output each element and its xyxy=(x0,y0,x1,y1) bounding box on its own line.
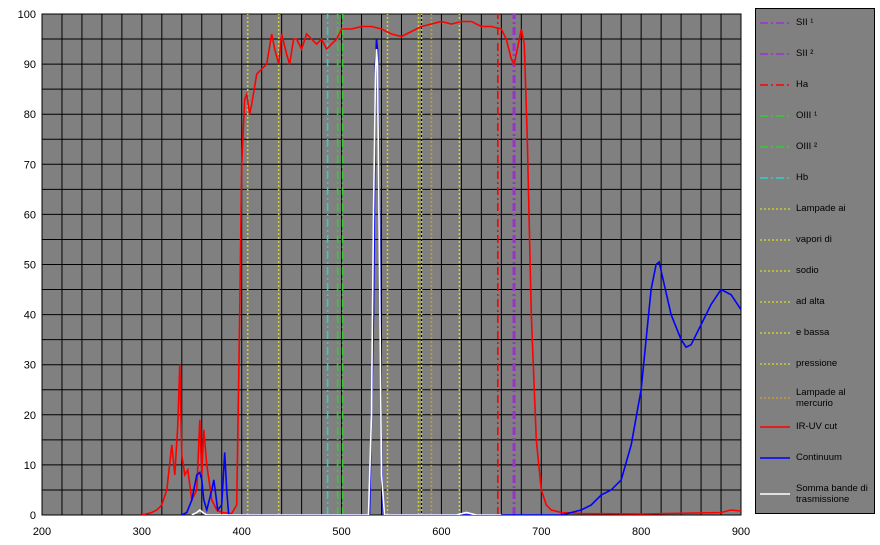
legend-item: vapori di xyxy=(760,234,874,245)
legend-swatch xyxy=(760,397,790,399)
y-tick-label: 100 xyxy=(18,9,36,21)
y-tick-label: 40 xyxy=(24,310,36,322)
legend-label: OIII ¹ xyxy=(796,110,818,121)
legend-label: ad alta xyxy=(796,296,825,307)
y-tick-label: 70 xyxy=(24,159,36,171)
series-line xyxy=(141,20,741,515)
x-tick-label: 400 xyxy=(233,526,251,538)
legend-swatch xyxy=(760,176,790,179)
legend-label: Ha xyxy=(796,79,809,90)
legend-item: OIII ² xyxy=(760,141,874,152)
x-tick-label: 500 xyxy=(332,526,350,538)
legend: SII ¹ SII ² Ha OIII ¹ OIII ² Hb Lampade ai vapo… xyxy=(755,8,875,514)
legend-item: ad alta xyxy=(760,296,874,307)
legend-swatch xyxy=(760,300,790,303)
x-tick-label: 900 xyxy=(732,526,750,538)
legend-item: SII ¹ xyxy=(760,17,874,28)
legend-item: e bassa xyxy=(760,327,874,338)
legend-item: Continuum xyxy=(760,452,874,463)
legend-label: Continuum xyxy=(796,452,842,463)
legend-swatch xyxy=(760,238,790,241)
x-tick-label: 700 xyxy=(532,526,550,538)
legend-swatch xyxy=(760,362,790,365)
legend-swatch xyxy=(760,331,790,334)
legend-swatch xyxy=(760,145,790,148)
legend-label: vapori di xyxy=(796,234,832,245)
y-tick-label: 50 xyxy=(24,260,36,272)
legend-label: sodio xyxy=(796,265,819,276)
legend-item: Ha xyxy=(760,79,874,90)
y-tick-label: 60 xyxy=(24,209,36,221)
legend-swatch xyxy=(760,207,790,210)
legend-label: e bassa xyxy=(796,327,830,338)
legend-swatch xyxy=(760,21,790,24)
legend-item: IR-UV cut xyxy=(760,421,874,432)
y-tick-label: 80 xyxy=(24,109,36,121)
y-tick-label: 10 xyxy=(24,460,36,472)
legend-item: OIII ¹ xyxy=(760,110,874,121)
legend-swatch xyxy=(760,269,790,272)
legend-label: pressione xyxy=(796,358,838,369)
legend-item: sodio xyxy=(760,265,874,276)
y-tick-label: 20 xyxy=(24,410,36,422)
legend-swatch xyxy=(760,52,790,55)
legend-label: OIII ² xyxy=(796,141,818,152)
legend-label: Lampade ai xyxy=(796,203,846,214)
legend-label: SII ² xyxy=(796,48,814,59)
x-tick-label: 800 xyxy=(632,526,650,538)
legend-swatch xyxy=(760,456,790,459)
x-tick-label: 600 xyxy=(432,526,450,538)
y-tick-label: 90 xyxy=(24,59,36,71)
legend-item: Hb xyxy=(760,172,874,183)
legend-swatch xyxy=(760,425,790,428)
legend-label: Lampade al mercurio xyxy=(796,387,846,409)
legend-item: Lampade al mercurio xyxy=(760,387,874,409)
x-tick-label: 200 xyxy=(33,526,51,538)
y-tick-label: 30 xyxy=(24,360,36,372)
legend-item: pressione xyxy=(760,358,874,369)
legend-label: SII ¹ xyxy=(796,17,814,28)
x-tick-label: 300 xyxy=(133,526,151,538)
legend-item: Somma bande di trasmissione xyxy=(760,483,874,505)
legend-item: Lampade ai xyxy=(760,203,874,214)
legend-swatch xyxy=(760,114,790,117)
y-tick-label: 0 xyxy=(30,510,36,522)
legend-label: Somma bande di trasmissione xyxy=(796,483,868,505)
plot: 200 300 400 500 600 700 800 900 0 10 20 30 40 50 60 70 8… xyxy=(18,9,751,538)
legend-item: SII ² xyxy=(760,48,874,59)
legend-label: Hb xyxy=(796,172,809,183)
legend-swatch xyxy=(760,83,790,86)
series-line xyxy=(181,39,741,515)
series-line xyxy=(191,49,502,515)
legend-label: IR-UV cut xyxy=(796,421,838,432)
legend-swatch xyxy=(760,493,790,495)
